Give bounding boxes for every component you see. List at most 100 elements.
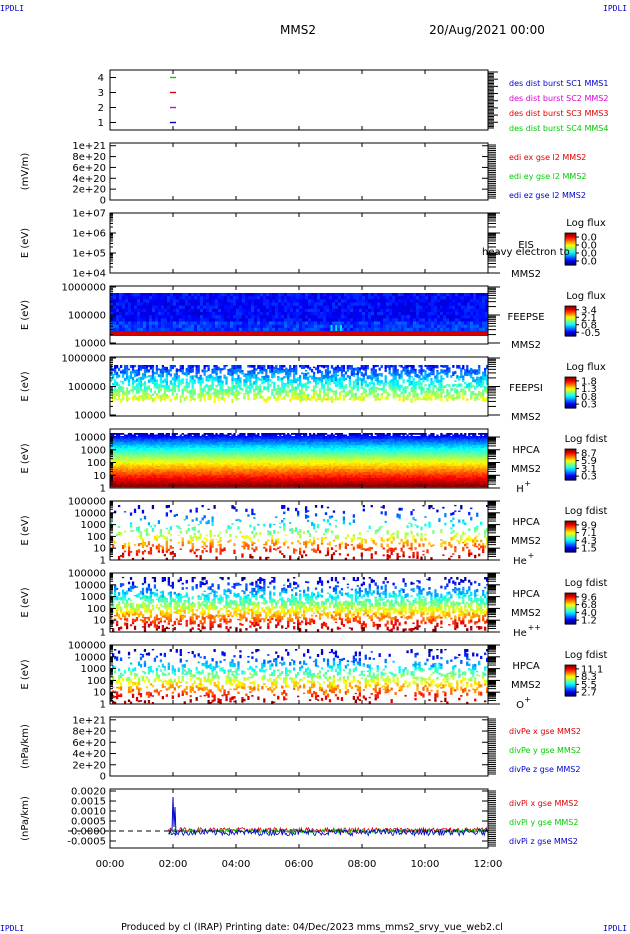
- panel-hpca_h-cell: [159, 481, 163, 483]
- panel-feepse-cell: [392, 293, 396, 297]
- panel-hpca_h-cell: [173, 440, 176, 443]
- panel-hpca_h-cell: [111, 469, 115, 471]
- panel-feepse-cell: [191, 324, 195, 329]
- panel-hpca_h-cell: [133, 478, 137, 480]
- panel-feepsi-cell: [173, 381, 176, 386]
- panel-hpca_h-cell: [133, 461, 137, 464]
- panel-feepsi-cell: [131, 365, 135, 369]
- panel-feepsi-cell: [302, 398, 306, 401]
- panel-hpca_h-cell: [119, 433, 123, 435]
- panel-feepsi-cell: [151, 365, 155, 368]
- panel-feepsi-cell: [219, 390, 222, 393]
- panel-feepse-cell: [230, 315, 234, 319]
- panel-feepse-cell: [383, 315, 387, 319]
- panel-feepse-cell: [191, 315, 195, 319]
- panel-hpca_h-cell: [111, 458, 115, 461]
- panel-feepsi-cell: [235, 365, 238, 370]
- panel-feepse-cell: [314, 305, 318, 310]
- panel-feepse-cell: [248, 305, 252, 310]
- panel-feepse-cell: [386, 327, 390, 332]
- panel-hpca_h-cell: [113, 440, 117, 443]
- panel-feepse-cell: [299, 302, 303, 307]
- panel-hpca_h-cell: [187, 466, 190, 468]
- panel-feepse-cell: [323, 321, 327, 326]
- panel-hpca_h-cell: [147, 464, 151, 467]
- panel-hpca_h-cell: [151, 484, 155, 486]
- panel-feepsi-cell: [283, 395, 286, 400]
- panel-feepsi-cell: [446, 374, 449, 378]
- panel-feepse-cell: [188, 293, 192, 297]
- panel-feepse-cell: [182, 299, 186, 303]
- panel-feepsi-cell: [402, 368, 405, 372]
- panel-feepsi-cell: [446, 367, 449, 371]
- panel-feepse-cell: [344, 299, 348, 303]
- panel-feepse-cell: [332, 324, 336, 329]
- panel-hpca_h-cell: [121, 437, 125, 440]
- panel-feepse-cell: [290, 293, 294, 297]
- panel-feepse-cell: [401, 321, 405, 326]
- panel-hpca_h-cell: [139, 460, 143, 462]
- corner-label-top-right: IPDLI: [603, 4, 628, 13]
- panel-feepsi-cell: [424, 390, 427, 394]
- panel-feepsi-cell: [328, 381, 332, 383]
- panel-hpca_h-cell: [151, 475, 155, 477]
- panel-feepse-cell: [392, 324, 396, 329]
- panel-hpca_h-cell: [157, 481, 161, 483]
- panel-feepsi-cell: [412, 381, 415, 385]
- panel-hpca_h-cell: [161, 482, 165, 485]
- panel-feepse-cell: [407, 308, 411, 313]
- panel-hpca_h-cell: [133, 481, 137, 483]
- panel-hpca_h-cell: [163, 458, 167, 461]
- panel-feepse-cell: [425, 293, 429, 297]
- panel-feepse-cell: [446, 302, 450, 307]
- panel-feepse-cell: [269, 318, 273, 322]
- panel-hpca_h-cell: [123, 482, 127, 485]
- panel-feepse-cell: [392, 296, 396, 300]
- panel-feepse-cell: [173, 308, 177, 313]
- panel-feepse-cell: [236, 318, 240, 322]
- panel-feepse-cell: [398, 302, 402, 307]
- panel-hpca_h-cell: [159, 476, 163, 479]
- panel-feepsi-cell: [356, 367, 359, 371]
- panel-feepse-cell: [257, 299, 261, 303]
- panel-feepsi-cell: [324, 371, 328, 375]
- panel-hpca_h-cell: [179, 485, 182, 488]
- panel-feepse-cell: [188, 312, 192, 316]
- panel-feepsi-cell: [384, 375, 387, 380]
- panel-hpca_h-cell: [137, 473, 141, 476]
- panel-feepse-cell: [173, 296, 177, 300]
- panel-feepsi-cell: [406, 365, 409, 369]
- panel-feepsi-cell: [440, 397, 443, 402]
- panel-feepse-cell: [305, 293, 309, 297]
- panel-hpca_h-cell: [165, 449, 168, 452]
- panel-feepse-cell: [479, 293, 483, 297]
- panel-hpca_h-cell: [179, 473, 182, 476]
- panel-hpca_h-cell: [129, 442, 133, 444]
- panel-feepsi-cell: [474, 369, 477, 371]
- panel-hpca_h-cell: [115, 478, 119, 480]
- panel-hpca_h-cell: [147, 443, 151, 446]
- panel-hpca_h-cell: [121, 443, 125, 446]
- panel-hpca_h-cell: [179, 484, 182, 486]
- panel-hpca_h-cell: [189, 479, 192, 482]
- panel-hpca_h-cell: [143, 454, 147, 456]
- panel-feepsi-cell: [332, 370, 336, 374]
- panel-feepse-cell: [128, 324, 132, 329]
- panel-feepsi-cell: [277, 370, 280, 375]
- panel-hpca_h-cell: [197, 463, 200, 465]
- panel-hpca_h-cell: [119, 475, 123, 477]
- panel-feepse-cell: [278, 293, 282, 297]
- panel-feepsi-cell: [338, 395, 342, 400]
- panel-feepsi-cell: [398, 384, 401, 389]
- panel-hpca_h-cell: [141, 439, 145, 441]
- panel-feepse-cell: [452, 293, 456, 297]
- panel-feepsi-cell: [251, 384, 254, 389]
- panel-feepse-cell: [314, 324, 318, 329]
- panel-feepse-cell: [311, 327, 315, 332]
- panel-feepsi-cell: [213, 387, 216, 390]
- panel-feepse-cell: [161, 327, 165, 332]
- panel-hpca_h-cell: [135, 460, 139, 462]
- panel-feepse-cell: [437, 302, 441, 307]
- panel-hpca_h-cell: [149, 436, 153, 438]
- panel-feepse-cell: [146, 312, 150, 316]
